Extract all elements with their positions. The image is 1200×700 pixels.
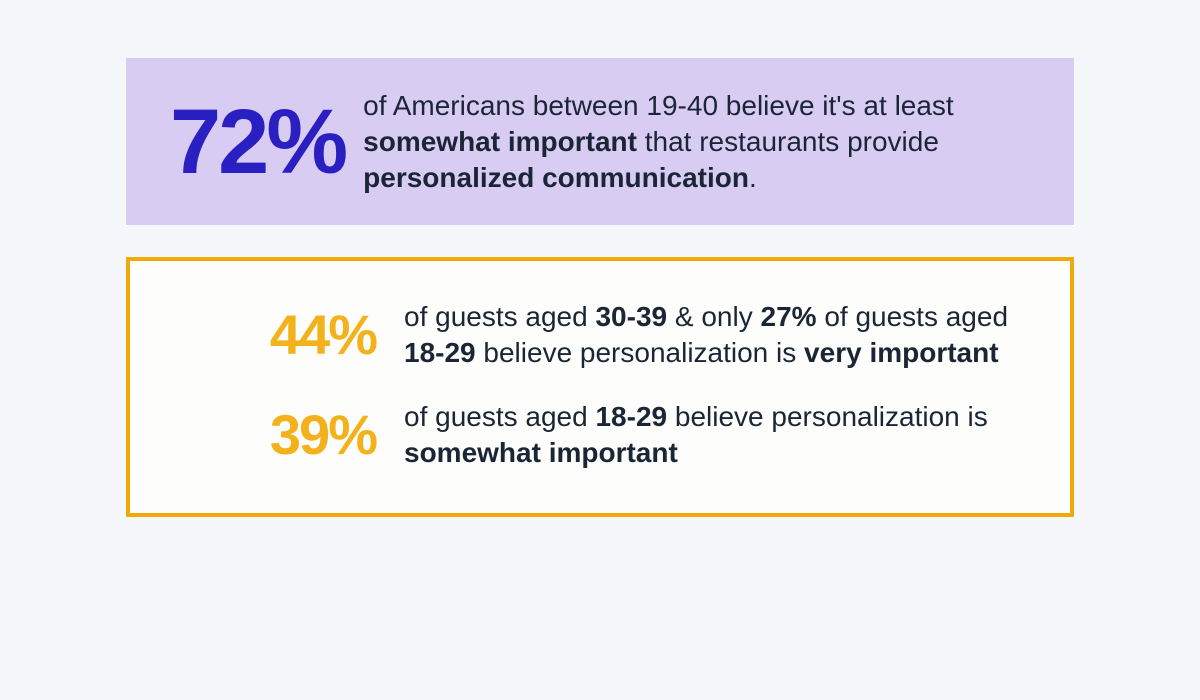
bottom-stat-value: 39% xyxy=(174,407,384,463)
bottom-stat-copy: of guests aged 30-39 & only 27% of guest… xyxy=(404,299,1026,371)
bottom-stat-value: 44% xyxy=(174,307,384,363)
top-stat-panel: 72% of Americans between 19-40 believe i… xyxy=(126,58,1074,225)
bottom-stat-row: 39% of guests aged 18-29 believe persona… xyxy=(174,399,1026,471)
top-stat-value: 72% xyxy=(170,96,345,188)
bottom-stat-copy: of guests aged 18-29 believe personaliza… xyxy=(404,399,1026,471)
bottom-stat-row: 44% of guests aged 30-39 & only 27% of g… xyxy=(174,299,1026,371)
bottom-stat-panel: 44% of guests aged 30-39 & only 27% of g… xyxy=(126,257,1074,516)
top-stat-copy: of Americans between 19-40 believe it's … xyxy=(363,88,1030,195)
